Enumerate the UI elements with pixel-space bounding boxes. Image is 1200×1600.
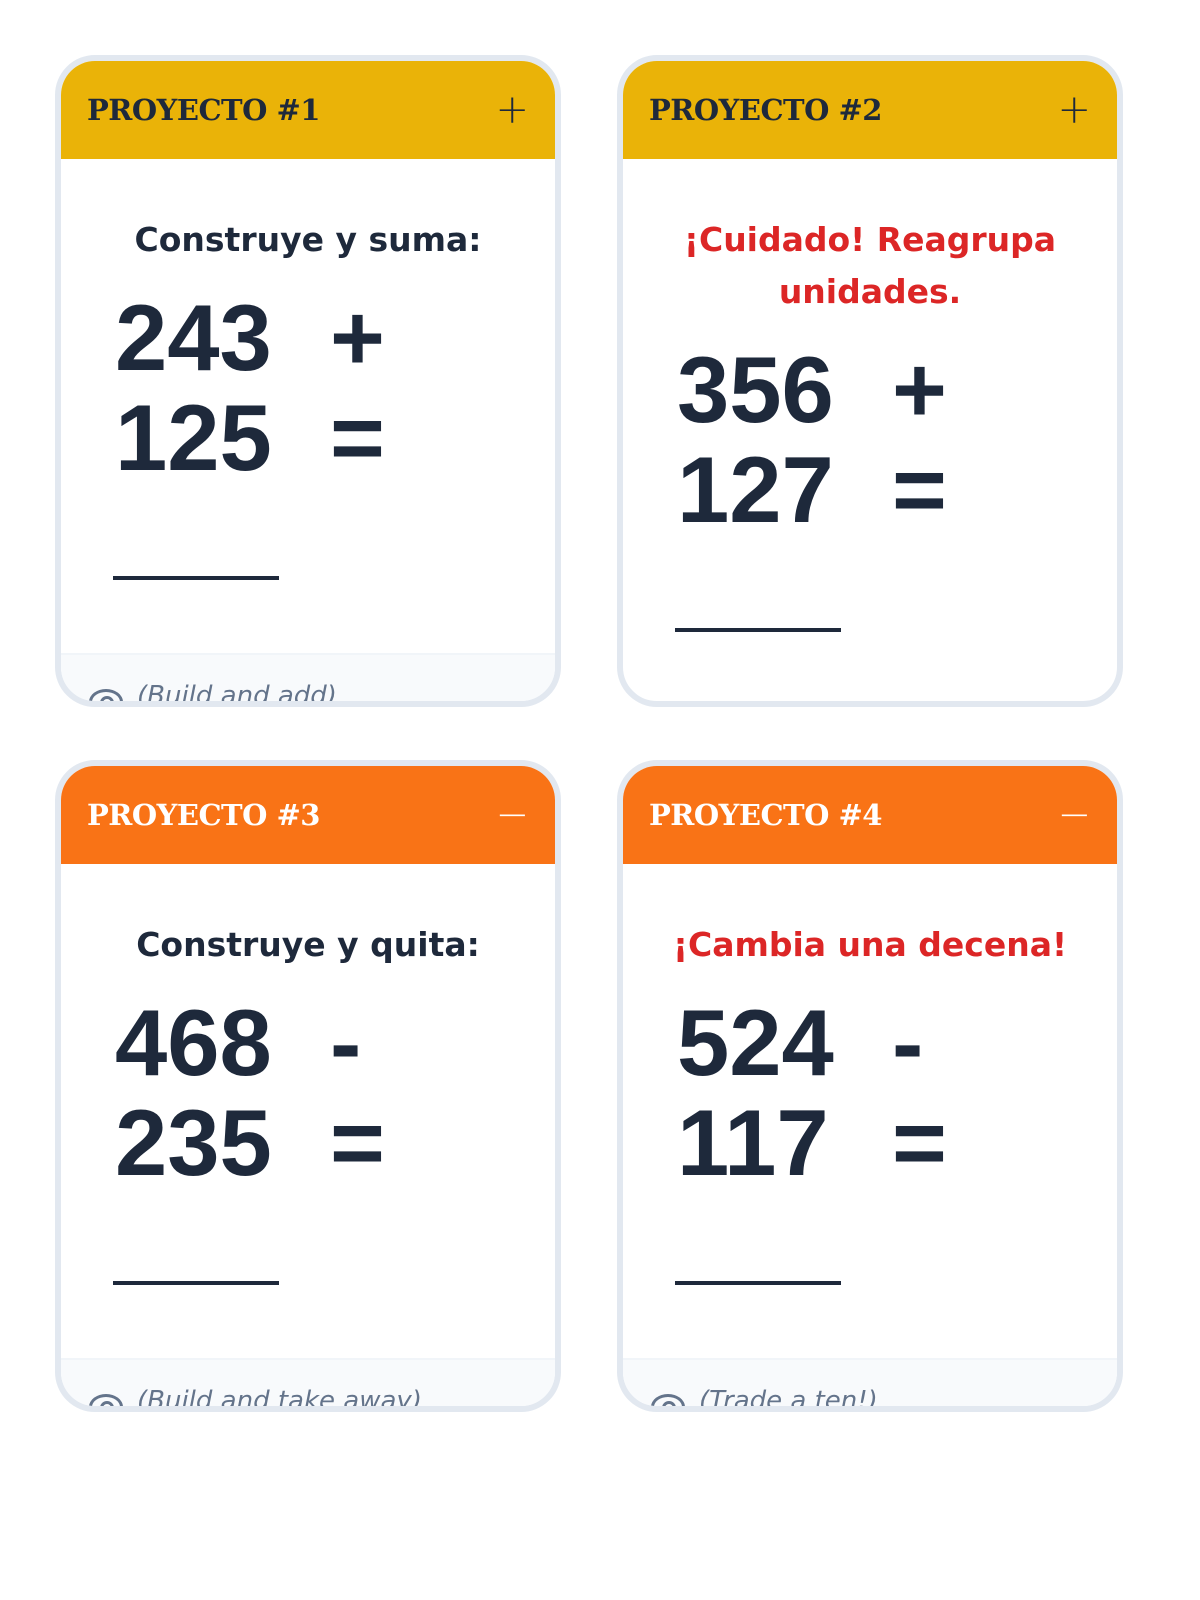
project-card: PROYECTO #2 + ¡Cuidado! Reagrupa unidade… [617,55,1123,707]
equals-sign: = [892,437,947,542]
card-title: PROYECTO #2 [649,93,882,127]
hint-footer[interactable]: (Build and take away) [61,1358,555,1412]
hint-footer[interactable]: (Trade a ten!) [623,1358,1117,1412]
eye-icon [89,1394,123,1406]
minus-icon[interactable]: − [495,792,529,838]
instruction: Construye y suma: [134,220,482,259]
equals-sign: = [330,1090,385,1195]
eye-icon [89,689,123,701]
operator: + [892,337,947,442]
operand-a: 524 [677,990,834,1095]
hint-text: (Build and take away) [137,1386,422,1412]
instruction: ¡Cuidado! Reagrupa unidades. [683,220,1057,311]
card-title: PROYECTO #4 [649,798,882,832]
operator: + [330,285,385,390]
hint-text: (Trade a ten!) [699,1386,878,1412]
card-header[interactable]: PROYECTO #2 + [623,61,1117,159]
hint-footer[interactable]: (Build and add) [61,653,555,707]
operand-b: 235 [115,1090,272,1195]
minus-icon[interactable]: − [1057,792,1091,838]
card-header[interactable]: PROYECTO #1 + [61,61,555,159]
equation: 356 + 127 = [677,340,1077,540]
plus-icon[interactable]: + [1057,87,1091,133]
project-card: PROYECTO #4 − ¡Cambia una decena! 524- 1… [617,760,1123,1412]
instruction: Construye y quita: [136,925,480,964]
instruction: ¡Cambia una decena! [672,925,1068,964]
operand-b: 125 [115,385,272,490]
hint-text: (Build and add) [137,681,337,707]
answer-blank [675,628,841,632]
operand-a: 468 [115,990,272,1095]
equation: 468- 235 = [115,993,515,1193]
operand-b: 127 [677,437,834,542]
answer-blank [675,1281,841,1285]
answer-blank [113,1281,279,1285]
answer-blank [113,576,279,580]
operand-a: 356 [677,337,834,442]
plus-icon[interactable]: + [495,87,529,133]
operator: - [892,990,924,1095]
equals-sign: = [330,385,385,490]
operator: - [330,990,362,1095]
card-title: PROYECTO #1 [87,93,320,127]
card-title: PROYECTO #3 [87,798,320,832]
operand-b: 117 [677,1090,829,1195]
card-header[interactable]: PROYECTO #4 − [623,766,1117,864]
eye-icon [651,1394,685,1406]
equation: 524- 117 = [677,993,1077,1193]
card-header[interactable]: PROYECTO #3 − [61,766,555,864]
operand-a: 243 [115,285,272,390]
equals-sign: = [892,1090,947,1195]
equation: 243 + 125 = [115,288,515,488]
project-card: PROYECTO #1 + Construye y suma: 243 + 125… [55,55,561,707]
project-card: PROYECTO #3 − Construye y quita: 468- 23… [55,760,561,1412]
